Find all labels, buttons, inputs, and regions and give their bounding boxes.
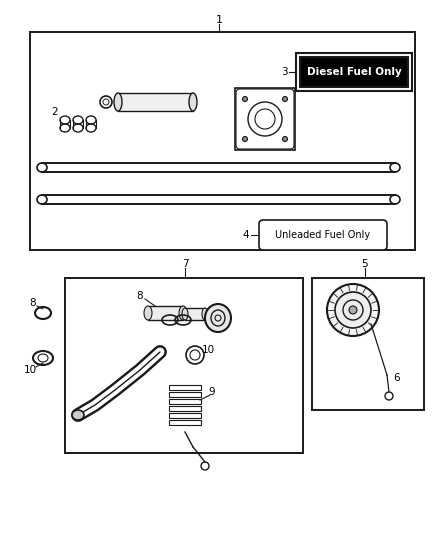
Text: Unleaded Fuel Only: Unleaded Fuel Only (276, 230, 371, 240)
Bar (169, 420, 201, 425)
Ellipse shape (179, 306, 187, 320)
Bar (30, 32, 415, 250)
Text: Diesel Fuel Only: Diesel Fuel Only (307, 67, 401, 77)
Ellipse shape (114, 93, 122, 111)
Bar (300, 57, 408, 87)
Bar (169, 406, 201, 411)
Text: 8: 8 (30, 298, 36, 308)
Ellipse shape (283, 96, 287, 101)
Ellipse shape (283, 136, 287, 141)
Ellipse shape (144, 306, 152, 320)
Ellipse shape (202, 308, 208, 320)
Text: 6: 6 (393, 373, 399, 383)
Ellipse shape (243, 136, 247, 141)
FancyBboxPatch shape (259, 220, 387, 250)
Text: 7: 7 (182, 259, 188, 269)
Bar (169, 385, 201, 390)
Bar (169, 413, 201, 418)
Ellipse shape (205, 304, 231, 332)
Ellipse shape (189, 93, 197, 111)
Bar (169, 399, 201, 404)
Bar (148, 306, 183, 320)
Text: 8: 8 (137, 291, 143, 301)
Text: 3: 3 (281, 67, 287, 77)
Ellipse shape (327, 284, 379, 336)
Text: 10: 10 (24, 365, 36, 375)
Bar (169, 392, 201, 397)
Ellipse shape (243, 96, 247, 101)
Text: 4: 4 (243, 230, 249, 240)
Text: 5: 5 (362, 259, 368, 269)
Bar (118, 93, 193, 111)
Text: 9: 9 (208, 387, 215, 397)
Text: 2: 2 (52, 107, 58, 117)
Bar (296, 53, 412, 91)
Ellipse shape (72, 410, 84, 420)
Bar (312, 278, 424, 410)
Ellipse shape (335, 292, 371, 328)
Ellipse shape (349, 306, 357, 314)
Text: 1: 1 (215, 15, 223, 25)
Bar (43, 309, 46, 313)
Bar (185, 308, 205, 320)
Text: 10: 10 (201, 345, 215, 355)
Ellipse shape (182, 308, 188, 320)
Bar (235, 88, 295, 150)
Bar (65, 278, 303, 453)
